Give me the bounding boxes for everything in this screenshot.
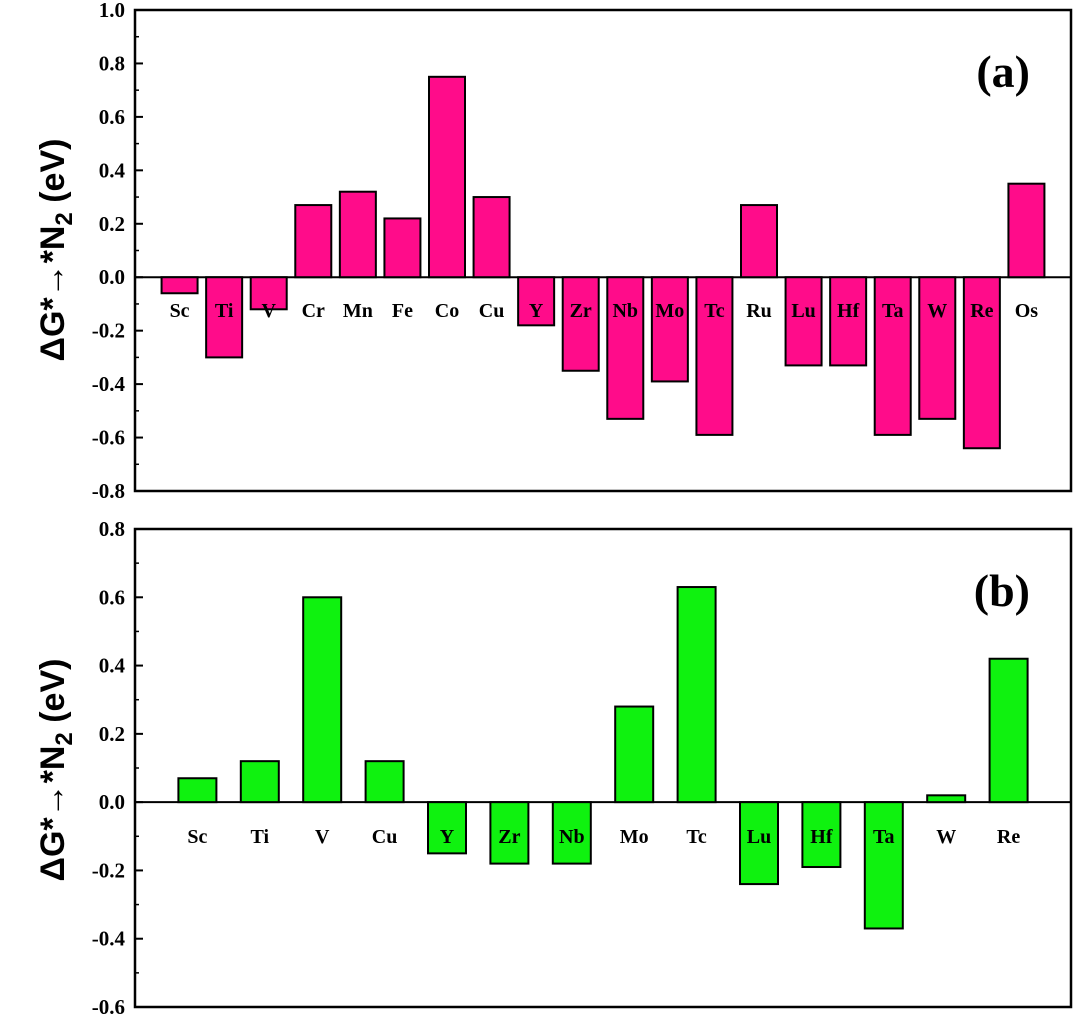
y-tick-label: 0.8	[99, 517, 125, 541]
category-label-re: Re	[997, 826, 1020, 848]
y-tick-label: -0.2	[92, 858, 125, 882]
category-label-lu: Lu	[747, 826, 771, 848]
bar-hf	[801, 801, 842, 869]
y-tick-label: 0.6	[99, 585, 125, 609]
bar-hf	[829, 276, 868, 367]
bar-lu	[784, 276, 823, 367]
category-label-re: Re	[970, 300, 993, 322]
bar-mo	[650, 276, 689, 383]
bar-ta	[863, 801, 904, 930]
bar-tc	[695, 276, 734, 436]
bar-cu	[472, 196, 511, 279]
y-tick-label: -0.4	[92, 372, 126, 396]
bar-cr	[294, 204, 333, 279]
category-label-mo: Mo	[655, 300, 684, 322]
bar-w	[926, 794, 967, 804]
category-label-lu: Lu	[791, 300, 815, 322]
panel-a: 1.0 0.8 0.6 0.4 0.2 0.0 -0.2 -0.4 -0.6 -0.8 Sc Ti V C…	[34, 0, 1073, 503]
bar-nb	[606, 276, 645, 420]
category-label-hf: Hf	[837, 300, 860, 322]
category-label-w: W	[927, 300, 947, 322]
bar-nb	[551, 801, 592, 865]
y-tick-label: 0.6	[99, 105, 125, 129]
y-tick-label: -0.4	[92, 927, 126, 951]
bar-ru	[740, 204, 778, 279]
y-tick-label: 0.4	[99, 654, 126, 678]
y-tick-label: 0.4	[99, 158, 126, 182]
y-tick-label: 0.2	[99, 212, 125, 236]
y-tick-label: -0.6	[92, 995, 125, 1018]
y-tick-label: 0.2	[99, 722, 125, 746]
bar-y	[427, 801, 467, 855]
category-label-cu: Cu	[479, 300, 505, 322]
y-axis-title: ΔG*→*N2 (eV)	[34, 659, 78, 882]
category-label-sc: Sc	[187, 826, 207, 848]
y-tick-label: -0.6	[92, 426, 125, 450]
category-label-ti: Ti	[251, 826, 270, 848]
y-tick-label: 1.0	[99, 0, 125, 22]
bar-lu	[739, 801, 779, 886]
category-label-sc: Sc	[170, 300, 190, 322]
bar-tc	[676, 586, 717, 804]
y-tick-label: 0.0	[99, 265, 125, 289]
category-label-mo: Mo	[620, 826, 649, 848]
category-label-nb: Nb	[559, 826, 585, 848]
category-label-cu: Cu	[372, 826, 398, 848]
category-label-zr: Zr	[498, 826, 520, 848]
bar-v	[249, 276, 288, 311]
bar-re	[988, 657, 1029, 804]
bar-ti	[205, 276, 244, 359]
y-tick-label: -0.8	[92, 479, 125, 503]
category-label-v: V	[315, 826, 330, 848]
panel-label: (b)	[974, 565, 1030, 616]
bar-cu	[364, 760, 405, 804]
bar-v	[302, 596, 343, 804]
category-label-v: V	[261, 300, 276, 322]
bar-zr	[561, 276, 600, 372]
category-label-w: W	[936, 826, 956, 848]
category-label-tc: Tc	[686, 826, 707, 848]
bar-w	[918, 276, 957, 420]
category-label-nb: Nb	[612, 300, 638, 322]
bar-sc	[160, 276, 199, 295]
bar-mn	[338, 190, 377, 279]
bar-os	[1007, 182, 1046, 279]
bar-fe	[383, 217, 422, 279]
category-label-hf: Hf	[810, 826, 833, 848]
category-label-ta: Ta	[882, 300, 904, 322]
category-label-y: Y	[529, 300, 544, 322]
bar-y	[517, 276, 556, 327]
bar-mo	[614, 705, 655, 804]
category-label-os: Os	[1015, 300, 1039, 322]
category-label-ru: Ru	[746, 300, 772, 322]
y-axis-title: ΔG*→*N2 (eV)	[34, 139, 78, 362]
bar-ta	[873, 276, 912, 436]
category-label-tc: Tc	[704, 300, 725, 322]
y-tick-label: -0.2	[92, 319, 125, 343]
y-tick-label: 0.0	[99, 790, 125, 814]
panel-b: 0.8 0.6 0.4 0.2 0.0 -0.2 -0.4 -0.6 Sc Ti V Cu Y Zr Nb M…	[34, 517, 1073, 1018]
category-label-ti: Ti	[215, 300, 234, 322]
panel-label: (a)	[976, 46, 1030, 97]
category-label-zr: Zr	[570, 300, 592, 322]
bar-re	[962, 276, 1001, 450]
y-tick-label: 0.8	[99, 51, 125, 75]
category-label-fe: Fe	[392, 300, 413, 322]
bar-zr	[489, 801, 530, 865]
category-label-cr: Cr	[302, 300, 325, 322]
category-label-co: Co	[435, 300, 459, 322]
category-label-mn: Mn	[343, 300, 373, 322]
bar-sc	[177, 777, 218, 804]
category-label-ta: Ta	[873, 826, 895, 848]
bar-ti	[239, 760, 280, 804]
category-label-y: Y	[440, 826, 455, 848]
bar-co	[428, 75, 466, 279]
